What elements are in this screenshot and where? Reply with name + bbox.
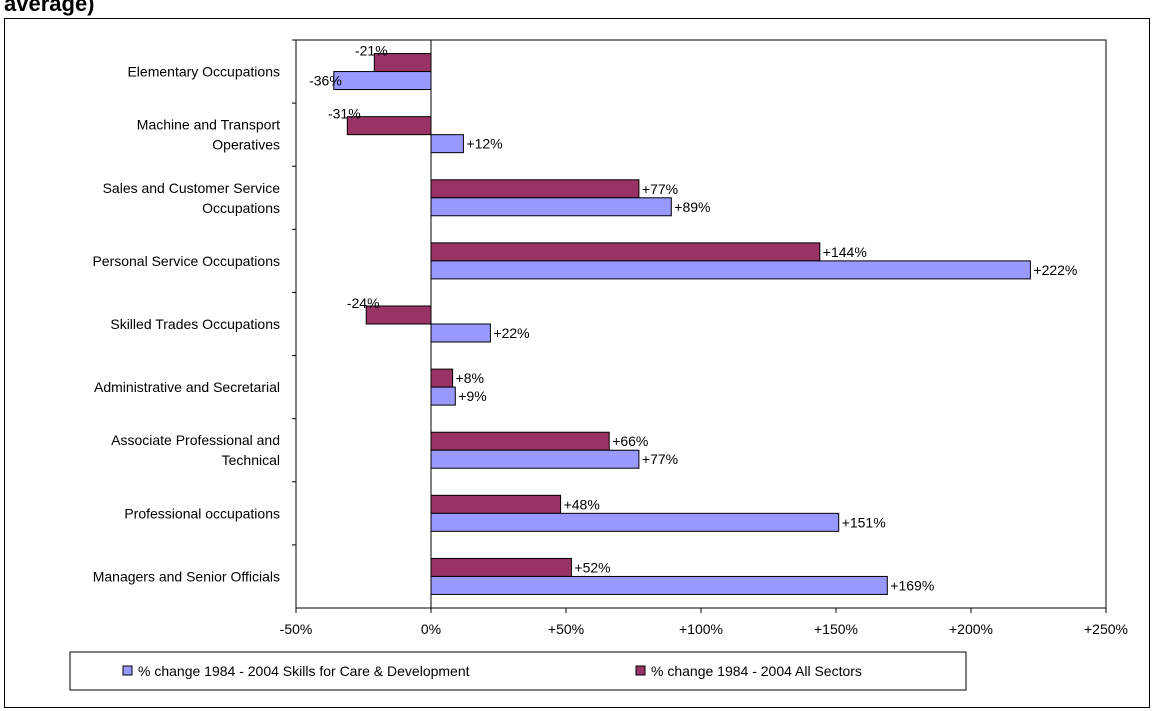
data-label: +144% [823,244,867,260]
data-label: +9% [458,388,486,404]
category-label: Associate Professional and Technical [111,432,280,468]
x-tick-label: +50% [548,621,584,637]
category-label-line: Personal Service Occupations [92,253,280,269]
category-label: Elementary Occupations [127,64,280,80]
data-label: +222% [1033,262,1077,278]
data-label: -21% [355,43,388,59]
legend-label: % change 1984 - 2004 Skills for Care & D… [138,663,470,679]
bar-skills-for-care [333,71,432,91]
x-tick-label: +100% [679,621,723,637]
data-label: -24% [347,295,380,311]
category-label-line: Sales and Customer Service [103,180,281,196]
data-label: +52% [574,559,610,575]
legend-swatch [635,665,646,676]
data-label: +89% [674,199,710,215]
category-label-line: Elementary Occupations [127,64,280,80]
legend: % change 1984 - 2004 Skills for Care & D… [69,651,967,691]
category-label-line: Technical [222,452,280,468]
category-label: Administrative and Secretarial [94,379,280,395]
bar-all-sectors [430,494,562,514]
data-label: +77% [642,181,678,197]
bar-skills-for-care [430,575,888,595]
bar-all-sectors [430,557,572,577]
bar-all-sectors [430,368,454,388]
data-label: +12% [466,136,502,152]
data-label: +22% [493,325,529,341]
data-label: +8% [456,370,484,386]
data-label: -36% [309,73,342,89]
category-label: Professional occupations [124,505,280,521]
bar-all-sectors [430,431,610,451]
bar-skills-for-care [430,386,456,406]
bar-all-sectors [365,305,432,325]
bar-skills-for-care [430,512,840,532]
x-tick-label: +200% [949,621,993,637]
category-label: Managers and Senior Officials [93,568,280,584]
x-tick-label: -50% [280,621,313,637]
data-label: -31% [328,106,361,122]
data-label: +169% [890,577,934,593]
x-tick-label: +250% [1084,621,1128,637]
bar-all-sectors [430,179,640,199]
bar-skills-for-care [430,449,640,469]
bar-skills-for-care [430,260,1031,280]
bar-skills-for-care [430,197,672,217]
category-label: Machine and Transport Operatives [137,117,280,153]
category-label-line: Associate Professional and [111,432,280,448]
category-label-line: Machine and Transport [137,117,280,133]
bar-skills-for-care [430,323,491,343]
category-label-line: Operatives [212,137,280,153]
data-label: +151% [842,514,886,530]
bar-all-sectors [346,116,432,136]
legend-box [69,651,967,691]
plot-area: -50% 0% +50% +100% +150% +200% +250% Elementary… [92,39,1128,637]
category-label: Personal Service Occupations [92,253,280,269]
chart-title-fragment: average) [4,0,95,16]
data-label: +77% [642,451,678,467]
category-label-line: Skilled Trades Occupations [110,316,280,332]
category-label: Skilled Trades Occupations [110,316,280,332]
data-label: +48% [564,496,600,512]
category-label-line: Managers and Senior Officials [93,568,280,584]
x-tick-label: 0% [421,621,441,637]
legend-label: % change 1984 - 2004 All Sectors [651,663,862,679]
category-label-line: Occupations [202,200,280,216]
bar-all-sectors [430,242,821,262]
x-tick-label: +150% [814,621,858,637]
legend-swatch [122,665,133,676]
data-label: +66% [612,433,648,449]
category-label: Sales and Customer Service Occupations [103,180,281,216]
bar-skills-for-care [430,134,464,154]
category-label-line: Administrative and Secretarial [94,379,280,395]
category-label-line: Professional occupations [124,505,280,521]
